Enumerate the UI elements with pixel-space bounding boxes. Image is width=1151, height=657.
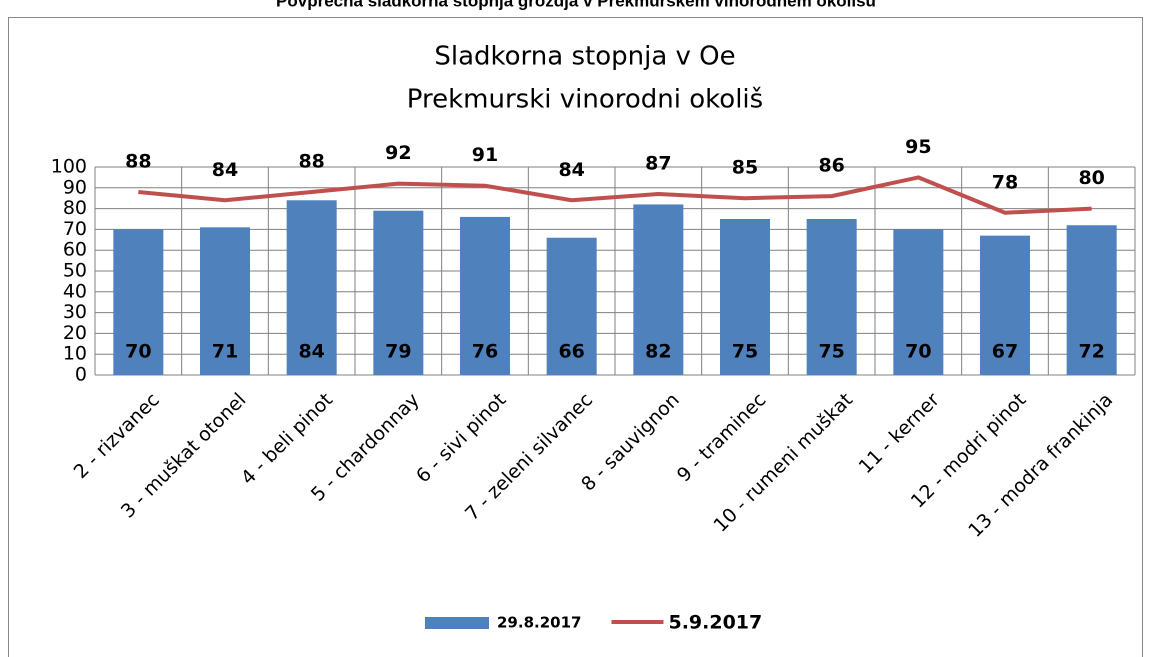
line-label: 78 — [992, 171, 1018, 193]
y-tick-label: 90 — [63, 176, 87, 198]
bar — [200, 227, 250, 375]
bar-label: 70 — [125, 341, 151, 363]
bar-label: 82 — [645, 341, 671, 363]
bar-label: 75 — [818, 341, 844, 363]
bar — [720, 219, 770, 375]
bar-label: 76 — [472, 341, 498, 363]
y-tick-label: 100 — [51, 156, 87, 178]
bar — [1066, 225, 1117, 375]
bar — [806, 219, 857, 375]
bar-label: 72 — [1078, 341, 1104, 363]
bar — [286, 200, 337, 375]
line-label: 95 — [905, 136, 931, 158]
line-label: 91 — [472, 144, 498, 166]
bar — [460, 216, 510, 375]
line-label: 84 — [212, 159, 238, 181]
line-label: 80 — [1078, 167, 1104, 189]
line-label: 87 — [645, 153, 671, 175]
bar — [980, 235, 1030, 375]
y-tick-label: 30 — [63, 301, 87, 323]
line-label: 86 — [818, 155, 844, 177]
legend-label: 5.9.2017 — [668, 612, 762, 634]
y-tick-label: 0 — [75, 364, 87, 386]
y-tick-label: 80 — [63, 197, 87, 219]
y-tick-label: 50 — [63, 260, 87, 282]
line-label: 84 — [558, 159, 584, 181]
bar-label: 79 — [385, 341, 411, 363]
bar — [893, 229, 944, 375]
bar-label: 84 — [298, 341, 324, 363]
chart-subtitle: Prekmurski vinorodni okoliš — [407, 85, 763, 115]
bar-label: 71 — [212, 341, 238, 363]
y-tick-label: 20 — [63, 322, 87, 344]
line-label: 88 — [125, 150, 151, 172]
bar — [373, 210, 424, 375]
bar-label: 70 — [905, 341, 931, 363]
y-tick-label: 60 — [63, 239, 87, 261]
line — [138, 175, 1092, 215]
bar-label: 66 — [558, 341, 584, 363]
bar-label: 75 — [732, 341, 758, 363]
bar — [546, 237, 597, 375]
page-header: Povprečna sladkorna stopnja grozdja v Pr… — [276, 0, 876, 10]
y-tick-label: 40 — [63, 280, 87, 302]
line-label: 85 — [732, 157, 758, 179]
bar-label: 67 — [992, 341, 1018, 363]
legend-swatch — [425, 617, 489, 629]
line-label: 92 — [385, 142, 411, 164]
chart-title: Sladkorna stopnja v Oe — [434, 42, 735, 72]
bar — [633, 204, 684, 375]
y-tick-label: 10 — [63, 343, 87, 365]
bar — [113, 229, 164, 375]
legend-label: 29.8.2017 — [497, 614, 581, 632]
y-tick-label: 70 — [63, 218, 87, 240]
line-label: 88 — [298, 150, 324, 172]
